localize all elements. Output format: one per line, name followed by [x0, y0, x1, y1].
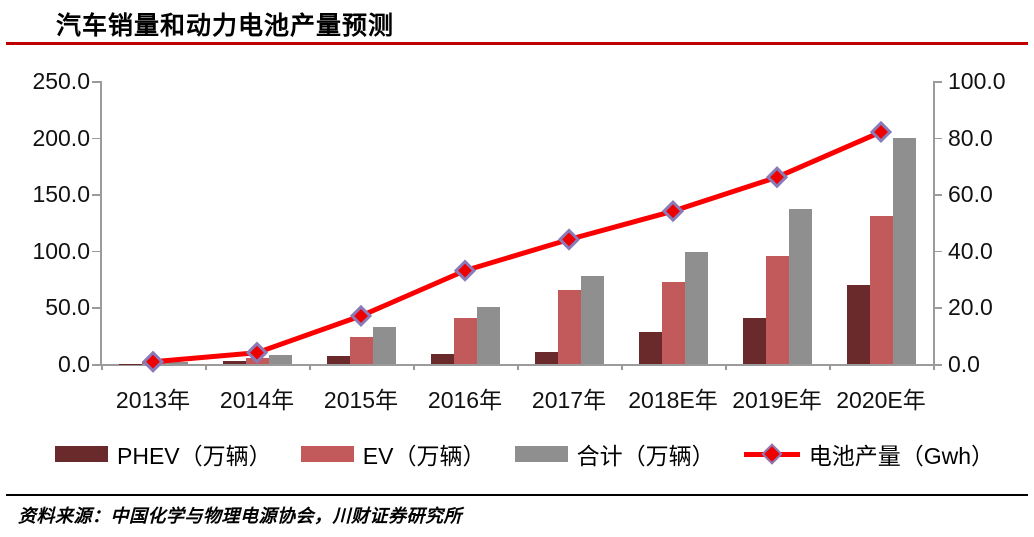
x-axis-tick: [829, 364, 831, 370]
legend-label: 电池产量（Gwh）: [808, 443, 994, 469]
bar-phev-2016年: [430, 353, 454, 364]
bar-total-2014年: [268, 354, 292, 364]
x-axis-label: 2014年: [219, 387, 295, 413]
y-axis-right-tick: [934, 194, 942, 196]
bar-phev-2020E年: [846, 284, 870, 364]
legend-item-phev: PHEV（万辆）: [55, 437, 272, 471]
legend-label: EV（万辆）: [362, 443, 486, 469]
x-axis-label: 2016年: [427, 387, 503, 413]
legend-label: 合计（万辆）: [576, 443, 715, 469]
x-axis-label: 2015年: [323, 387, 399, 413]
battery-line: [152, 129, 882, 365]
battery-marker-2020E年: [869, 120, 893, 144]
battery-marker-2016年: [453, 259, 477, 282]
battery-marker-2017年: [557, 228, 581, 251]
x-axis-label: 2018E年: [628, 387, 718, 413]
y-axis-right-tick: [934, 250, 942, 253]
phev-swatch-icon: [55, 446, 108, 462]
bar-total-2015年: [372, 326, 396, 364]
title-rule: [6, 42, 1028, 45]
x-axis-tick: [621, 364, 623, 370]
y-axis-right-label: 20.0: [948, 294, 993, 321]
source-note: 资料来源：中国化学与物理电源协会，川财证券研究所: [18, 506, 462, 526]
x-axis-tick: [101, 364, 103, 370]
x-axis-label: 2020E年: [836, 387, 926, 413]
bar-total-2016年: [476, 307, 500, 364]
y-axis-right-label: 60.0: [948, 181, 993, 208]
y-axis-right-tick: [934, 137, 942, 140]
y-axis-right-label: 40.0: [948, 237, 993, 264]
battery-marker-2013年: [141, 350, 165, 373]
bar-total-2019E年: [788, 208, 812, 364]
x-axis-tick: [725, 364, 727, 370]
x-axis-label: 2017年: [531, 387, 607, 413]
y-axis-left-label: 200.0: [32, 124, 90, 151]
battery-marker-2014年: [245, 341, 269, 364]
y-axis-left-tick: [92, 81, 100, 83]
y-axis-right-label: 80.0: [948, 124, 993, 151]
bar-phev-2017年: [534, 351, 558, 364]
battery-marker-2015年: [349, 304, 373, 328]
ev-swatch-icon: [300, 446, 354, 462]
footer-rule: [6, 494, 1028, 496]
diamond-marker-icon: [761, 443, 783, 465]
bar-total-2018E年: [684, 251, 708, 364]
bar-ev-2019E年: [765, 256, 789, 364]
bar-total-2020E年: [892, 137, 916, 364]
y-axis-right-tick: [934, 307, 942, 309]
x-axis-tick: [205, 364, 207, 370]
chart-legend: PHEV（万辆） EV（万辆） 合计（万辆） 电池产量（Gwh）: [55, 438, 994, 470]
y-axis-right-tick: [934, 364, 942, 366]
x-axis-tick: [517, 364, 519, 370]
x-axis-tick: [933, 364, 935, 370]
bar-ev-2018E年: [661, 282, 685, 364]
bar-ev-2015年: [349, 336, 373, 364]
chart-title: 汽车销量和动力电池产量预测: [56, 11, 395, 40]
x-axis-tick: [309, 364, 311, 370]
bar-phev-2015年: [326, 356, 350, 364]
bar-total-2017年: [580, 275, 604, 364]
bar-phev-2019E年: [742, 317, 766, 364]
battery-marker-2018E年: [661, 200, 685, 223]
bar-ev-2017年: [557, 290, 581, 364]
y-axis-right-tick: [934, 81, 942, 83]
y-axis-left-label: 50.0: [45, 294, 90, 321]
y-axis-left-tick: [92, 194, 100, 196]
bar-total-2013年: [164, 361, 188, 364]
bar-phev-2014年: [222, 360, 246, 364]
bar-ev-2020E年: [869, 215, 893, 364]
y-axis-left-spine: [100, 81, 102, 364]
x-axis-label: 2013年: [115, 387, 191, 413]
line-diamond-swatch-icon: [743, 443, 800, 465]
legend-label: PHEV（万辆）: [117, 443, 272, 469]
bar-ev-2016年: [453, 317, 477, 364]
y-axis-left-tick: [92, 364, 100, 366]
bar-phev-2018E年: [638, 332, 662, 364]
y-axis-left-tick: [92, 137, 100, 140]
y-axis-right-label: 0.0: [948, 351, 980, 377]
x-axis-label: 2019E年: [732, 387, 822, 413]
y-axis-left-label: 150.0: [32, 181, 90, 208]
y-axis-right-label: 100.0: [948, 68, 1006, 94]
y-axis-left-label: 100.0: [32, 237, 90, 264]
y-axis-left-label: 250.0: [32, 68, 90, 94]
y-axis-right-spine: [933, 81, 935, 364]
x-axis-tick: [413, 364, 415, 370]
y-axis-left-label: 0.0: [58, 351, 90, 377]
legend-item-line: 电池产量（Gwh）: [743, 437, 994, 471]
legend-item-ev: EV（万辆）: [300, 437, 486, 471]
total-swatch-icon: [514, 446, 568, 462]
battery-marker-2019E年: [765, 166, 789, 189]
y-axis-left-tick: [92, 307, 100, 309]
battery-line-layer: [141, 120, 893, 373]
legend-item-total: 合计（万辆）: [514, 437, 715, 471]
y-axis-left-tick: [92, 250, 100, 253]
